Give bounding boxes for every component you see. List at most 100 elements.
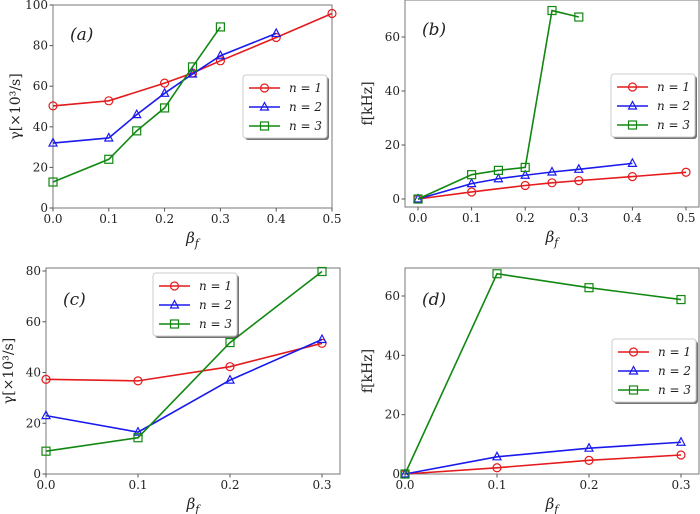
panel-a: 0.0 0.1 0.2 0.3 0.4 0.5 0 20 40 60 80 100 βf γ[×10³/s… <box>8 0 342 250</box>
legend-marker <box>259 101 270 111</box>
data-point <box>584 442 594 452</box>
series-line <box>52 12 333 107</box>
legend-label: n = 2 <box>289 100 322 114</box>
series-line <box>404 454 682 475</box>
legend-marker <box>259 83 270 93</box>
series-line <box>45 338 323 433</box>
data-point <box>467 187 477 197</box>
data-point <box>520 162 530 173</box>
series-n2 <box>413 157 638 203</box>
x-tick-label: 0.1 <box>462 211 481 225</box>
data-point <box>133 376 143 386</box>
y-tick-label: 20 <box>26 416 41 430</box>
x-tick-label: 0.3 <box>671 478 690 492</box>
y-tick-label: 40 <box>385 84 400 98</box>
data-point <box>676 294 686 305</box>
data-point <box>103 132 114 142</box>
x-tick-label: 0.5 <box>676 211 695 225</box>
x-tick-label: 0.2 <box>516 211 535 225</box>
legend-marker <box>628 385 639 395</box>
data-point <box>547 178 557 188</box>
series-n3 <box>41 266 327 456</box>
data-point <box>467 170 477 180</box>
x-tick-label: 0.2 <box>220 478 239 492</box>
data-point <box>493 172 504 183</box>
legend-label: n = 1 <box>658 345 691 359</box>
x-axis-label-subscript: f <box>194 237 201 250</box>
data-point <box>131 108 142 119</box>
y-tick-label: 0 <box>40 201 48 215</box>
legend-marker <box>169 281 180 291</box>
y-tick-label: 20 <box>33 160 48 174</box>
x-axis-label: βf <box>545 228 561 249</box>
data-point <box>225 362 235 372</box>
x-tick-label: 0.0 <box>395 478 414 492</box>
legend: n = 1 n = 2 n = 3 <box>611 338 698 404</box>
x-axis-label: βf <box>186 495 202 514</box>
legend-label: n = 3 <box>657 118 690 132</box>
legend-label: n = 1 <box>657 80 690 94</box>
y-tick-label: 20 <box>385 408 400 422</box>
data-point <box>627 171 638 182</box>
data-point <box>466 177 477 188</box>
data-point <box>584 455 594 465</box>
data-point <box>160 78 170 88</box>
y-tick-label: 60 <box>385 30 400 44</box>
legend-marker <box>627 120 638 130</box>
data-point <box>160 103 170 113</box>
legend-label: n = 2 <box>658 364 691 378</box>
y-tick-label: 20 <box>385 138 400 152</box>
legend-label: n = 2 <box>199 298 232 312</box>
data-point <box>400 468 410 478</box>
legend-label: n = 2 <box>657 99 690 113</box>
x-axis-label: βf <box>545 495 561 514</box>
data-point <box>48 177 58 187</box>
data-point <box>41 446 51 456</box>
series-n3 <box>413 5 584 204</box>
data-point <box>41 374 51 384</box>
panel-c: 0.0 0.1 0.2 0.3 0 20 40 60 80 βf γ[×10³/s] (c) n = 1… <box>1 264 341 514</box>
panel-tag: (b) <box>422 20 446 40</box>
data-point <box>520 169 531 179</box>
y-tick-label: 60 <box>26 315 41 329</box>
y-tick-label: 40 <box>33 120 48 134</box>
data-point <box>547 166 557 176</box>
legend-label: n = 3 <box>199 317 232 331</box>
data-point <box>574 176 584 186</box>
data-point <box>492 451 502 461</box>
y-tick-label: 0 <box>33 467 41 481</box>
data-point <box>215 49 226 60</box>
legend-marker <box>628 365 639 375</box>
data-point <box>676 450 686 460</box>
panel-tag: (d) <box>422 290 446 310</box>
x-tick-label: 0.3 <box>211 212 230 226</box>
data-point <box>573 163 584 173</box>
x-tick-label: 0.0 <box>408 211 427 225</box>
legend-marker <box>628 347 639 357</box>
y-tick-label: 60 <box>33 79 48 93</box>
data-point <box>327 8 337 19</box>
legend-marker <box>169 299 180 309</box>
data-point <box>104 96 114 106</box>
data-point <box>215 56 225 66</box>
series-n3 <box>48 22 225 187</box>
y-tick-label: 40 <box>26 366 41 380</box>
data-point <box>676 436 686 446</box>
data-point <box>41 409 51 420</box>
y-axis-label: f[kHz] <box>360 349 376 393</box>
y-tick-label: 60 <box>385 289 400 303</box>
x-axis-label-subscript: f <box>553 503 560 514</box>
series-line <box>45 270 323 452</box>
series-n2 <box>400 436 686 478</box>
legend: n = 1 n = 2 n = 3 <box>152 272 239 338</box>
data-point <box>413 194 423 204</box>
data-point <box>187 62 198 72</box>
data-point <box>584 283 594 293</box>
x-tick-label: 0.2 <box>579 478 598 492</box>
y-tick-label: 100 <box>25 0 48 12</box>
data-point <box>493 165 503 175</box>
data-point <box>159 87 170 97</box>
x-axis-label-subscript: f <box>553 236 560 249</box>
series-line <box>404 272 682 475</box>
x-axis-label: βf <box>185 229 201 250</box>
